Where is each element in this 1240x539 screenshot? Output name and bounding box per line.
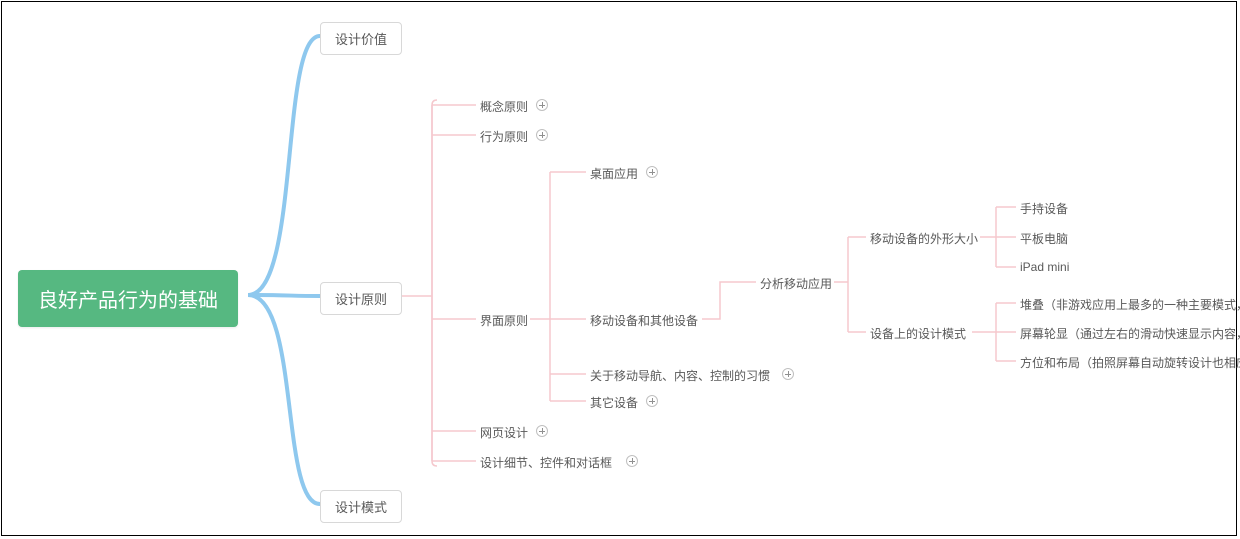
- node-device-patterns[interactable]: 设备上的设计模式: [870, 325, 966, 342]
- expand-icon[interactable]: [536, 99, 548, 111]
- node-carousel-pattern[interactable]: 屏幕轮显（通过左右的滑动快速显示内容，如滚动视图ScrollerView）: [1020, 325, 1240, 342]
- node-desktop-app[interactable]: 桌面应用: [590, 165, 638, 182]
- node-other-devices[interactable]: 其它设备: [590, 394, 638, 411]
- node-design-principle[interactable]: 设计原则: [320, 282, 402, 315]
- node-design-value[interactable]: 设计价值: [320, 22, 402, 55]
- node-form-factor[interactable]: 移动设备的外形大小: [870, 230, 978, 247]
- expand-icon[interactable]: [646, 395, 658, 407]
- node-design-details[interactable]: 设计细节、控件和对话框: [480, 454, 612, 471]
- node-interface-principle[interactable]: 界面原则: [480, 312, 528, 329]
- node-web-design[interactable]: 网页设计: [480, 424, 528, 441]
- node-analyze-mobile[interactable]: 分析移动应用: [760, 275, 832, 292]
- node-design-pattern[interactable]: 设计模式: [320, 490, 402, 523]
- node-mobile-nav-habits[interactable]: 关于移动导航、内容、控制的习惯: [590, 367, 770, 384]
- expand-icon[interactable]: [782, 368, 794, 380]
- node-handheld[interactable]: 手持设备: [1020, 200, 1068, 217]
- mindmap-canvas: 良好产品行为的基础 设计价值 设计原则 设计模式 概念原则 行为原则 界面原则 …: [0, 0, 1240, 539]
- node-mobile-devices[interactable]: 移动设备和其他设备: [590, 312, 698, 329]
- node-tablet[interactable]: 平板电脑: [1020, 230, 1068, 247]
- expand-icon[interactable]: [536, 129, 548, 141]
- expand-icon[interactable]: [626, 455, 638, 467]
- node-concept-principle[interactable]: 概念原则: [480, 98, 528, 115]
- expand-icon[interactable]: [536, 425, 548, 437]
- root-node[interactable]: 良好产品行为的基础: [18, 270, 238, 327]
- expand-icon[interactable]: [646, 166, 658, 178]
- node-behavior-principle[interactable]: 行为原则: [480, 128, 528, 145]
- node-stack-pattern[interactable]: 堆叠（非游戏应用上最多的一种主要模式，由导航、选项卡Tabbar、内容元素的堆叠…: [1020, 296, 1240, 313]
- node-ipad-mini[interactable]: iPad mini: [1020, 260, 1069, 274]
- node-orientation-layout[interactable]: 方位和布局（拍照屏幕自动旋转设计也相应调整）: [1020, 354, 1240, 371]
